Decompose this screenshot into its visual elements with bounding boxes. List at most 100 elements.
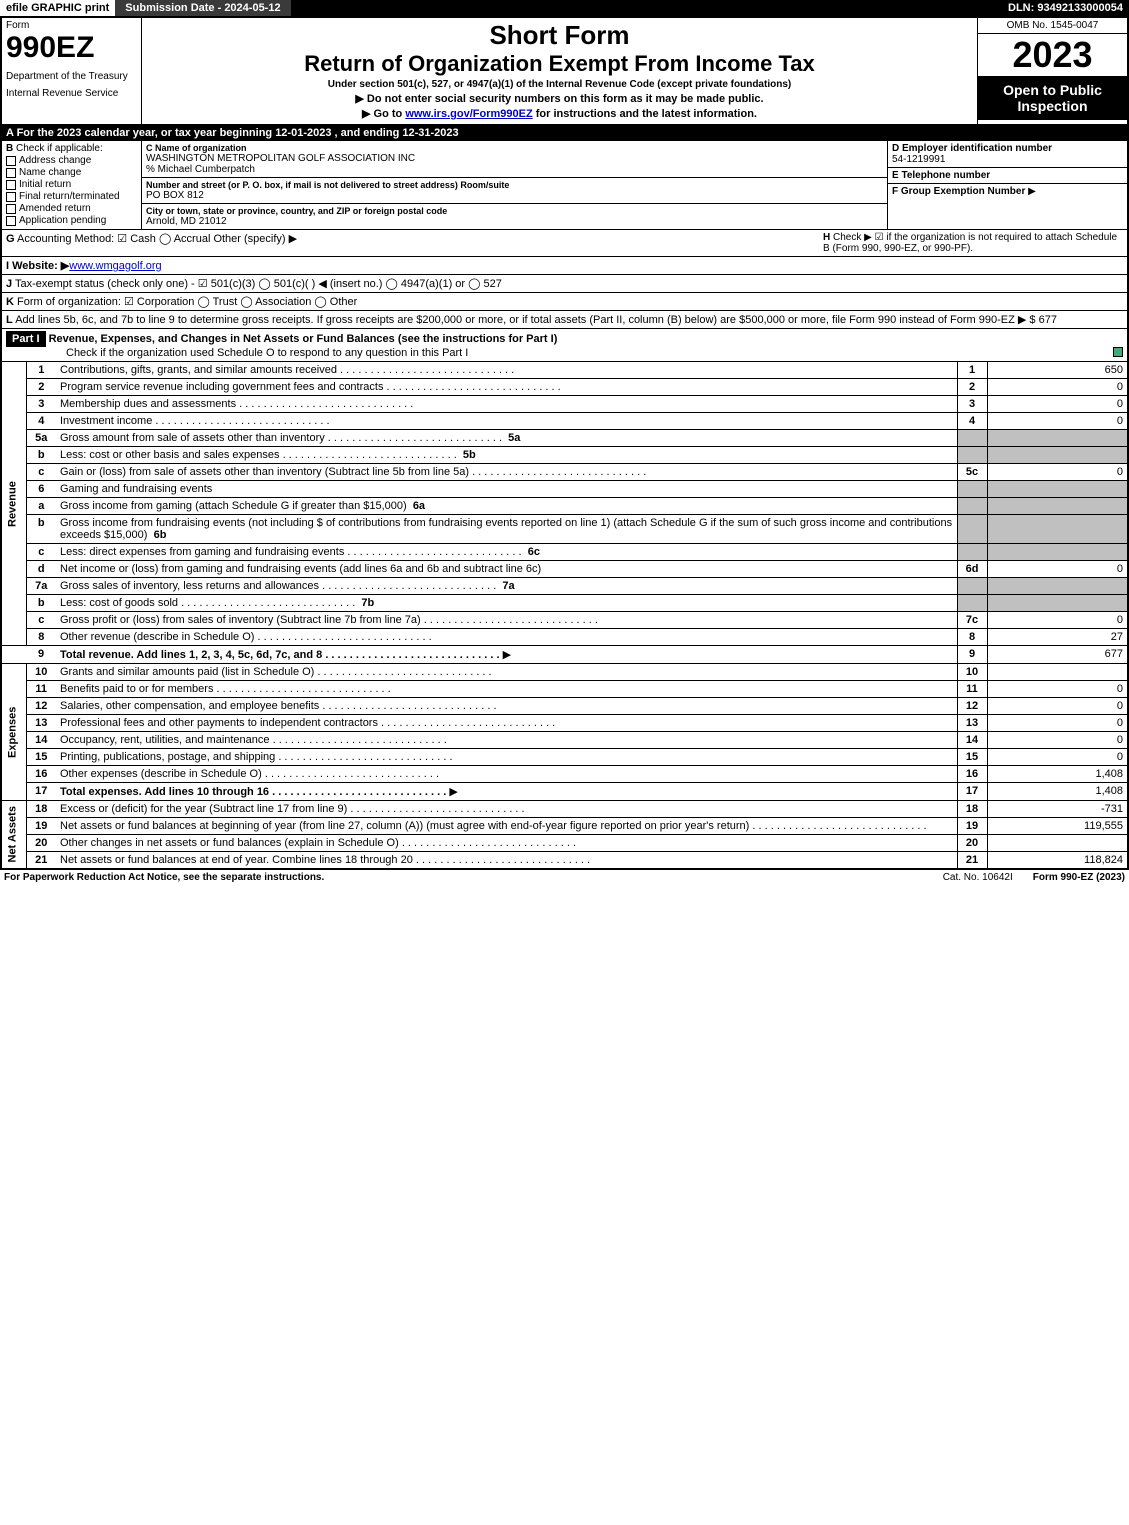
row-i: I Website: ▶www.wmgagolf.org xyxy=(2,256,1127,274)
header-left: Form 990EZ Department of the Treasury In… xyxy=(2,18,142,124)
ein-label: D Employer identification number xyxy=(892,143,1123,154)
table-row: 17Total expenses. Add lines 10 through 1… xyxy=(2,783,1127,801)
row-g: G Accounting Method: ☑ Cash ◯ Accrual Ot… xyxy=(2,229,1127,256)
table-row: Net Assets 18Excess or (deficit) for the… xyxy=(2,801,1127,818)
chk-initial-return[interactable]: Initial return xyxy=(6,179,137,190)
box-f: F Group Exemption Number ▶ xyxy=(888,184,1127,199)
checkbox-icon xyxy=(6,204,16,214)
form-word: Form xyxy=(6,20,137,31)
arrow-icon: ▶ xyxy=(1028,186,1036,197)
table-row: bLess: cost or other basis and sales exp… xyxy=(2,447,1127,464)
table-row: 19Net assets or fund balances at beginni… xyxy=(2,818,1127,835)
table-row: 15Printing, publications, postage, and s… xyxy=(2,749,1127,766)
chk-application-pending[interactable]: Application pending xyxy=(6,215,137,226)
table-row: 13Professional fees and other payments t… xyxy=(2,715,1127,732)
phone-label: E Telephone number xyxy=(892,170,1123,181)
side-label-expenses: Expenses xyxy=(2,664,26,801)
return-title: Return of Organization Exempt From Incom… xyxy=(148,51,971,77)
table-row: 8Other revenue (describe in Schedule O)8… xyxy=(2,629,1127,646)
box-b-head: B Check if applicable: xyxy=(6,143,137,154)
table-row: 21Net assets or fund balances at end of … xyxy=(2,852,1127,869)
table-row: cGain or (loss) from sale of assets othe… xyxy=(2,464,1127,481)
checkbox-icon xyxy=(6,168,16,178)
efile-label: efile GRAPHIC print xyxy=(0,0,115,16)
tax-year: 2023 xyxy=(978,34,1127,76)
row-g-text: Accounting Method: ☑ Cash ◯ Accrual Othe… xyxy=(17,233,297,245)
irs-link[interactable]: www.irs.gov/Form990EZ xyxy=(405,108,532,120)
inst-post: for instructions and the latest informat… xyxy=(533,108,757,120)
table-row: 9Total revenue. Add lines 1, 2, 3, 4, 5c… xyxy=(2,646,1127,664)
form-footer-label: Form 990-EZ (2023) xyxy=(1033,872,1125,883)
under-section: Under section 501(c), 527, or 4947(a)(1)… xyxy=(148,79,971,90)
box-c: C Name of organization WASHINGTON METROP… xyxy=(142,141,887,229)
row-h-text: Check ▶ ☑ if the organization is not req… xyxy=(823,232,1117,254)
table-row: Expenses 10Grants and similar amounts pa… xyxy=(2,664,1127,681)
header-center: Short Form Return of Organization Exempt… xyxy=(142,18,977,124)
row-l-text: Add lines 5b, 6c, and 7b to line 9 to de… xyxy=(15,314,1015,326)
address-value: PO BOX 812 xyxy=(146,190,883,201)
care-of: % Michael Cumberpatch xyxy=(146,164,883,175)
header-right: OMB No. 1545-0047 2023 Open to Public In… xyxy=(977,18,1127,124)
row-g-lead: G xyxy=(6,233,15,245)
address-block: Number and street (or P. O. box, if mail… xyxy=(142,178,887,204)
box-de: D Employer identification number 54-1219… xyxy=(887,141,1127,229)
table-row: 12Salaries, other compensation, and empl… xyxy=(2,698,1127,715)
table-row: bLess: cost of goods sold 7b xyxy=(2,595,1127,612)
box-b: B Check if applicable: Address change Na… xyxy=(2,141,142,229)
table-row: Revenue 1 Contributions, gifts, grants, … xyxy=(2,362,1127,379)
cat-number: Cat. No. 10642I xyxy=(943,872,1013,883)
row-j: J Tax-exempt status (check only one) - ☑… xyxy=(2,274,1127,292)
chk-name-change[interactable]: Name change xyxy=(6,167,137,178)
top-bar: efile GRAPHIC print Submission Date - 20… xyxy=(0,0,1129,16)
row-i-lead: I Website: ▶ xyxy=(6,260,69,272)
paperwork-notice: For Paperwork Reduction Act Notice, see … xyxy=(4,872,324,883)
form-header: Form 990EZ Department of the Treasury In… xyxy=(2,18,1127,125)
arrow-icon: ▶ xyxy=(449,786,457,798)
part-i-sub: Check if the organization used Schedule … xyxy=(66,347,468,359)
chk-amended-return[interactable]: Amended return xyxy=(6,203,137,214)
checkbox-icon xyxy=(6,192,16,202)
instruction-ssn: ▶ Do not enter social security numbers o… xyxy=(148,92,971,105)
city-value: Arnold, MD 21012 xyxy=(146,216,883,227)
lines-table: Revenue 1 Contributions, gifts, grants, … xyxy=(2,361,1127,868)
schedule-o-checkbox[interactable] xyxy=(1113,347,1123,357)
org-name: WASHINGTON METROPOLITAN GOLF ASSOCIATION… xyxy=(146,153,883,164)
table-row: 7aGross sales of inventory, less returns… xyxy=(2,578,1127,595)
website-link[interactable]: www.wmgagolf.org xyxy=(69,260,161,272)
chk-address-change[interactable]: Address change xyxy=(6,155,137,166)
dept-irs: Internal Revenue Service xyxy=(6,88,137,99)
table-row: cLess: direct expenses from gaming and f… xyxy=(2,544,1127,561)
row-l: L Add lines 5b, 6c, and 7b to line 9 to … xyxy=(2,310,1127,328)
side-label-revenue: Revenue xyxy=(2,362,26,646)
box-d: D Employer identification number 54-1219… xyxy=(888,141,1127,168)
table-row: 4Investment income40 xyxy=(2,413,1127,430)
checkbox-icon xyxy=(6,216,16,226)
table-row: 2Program service revenue including gover… xyxy=(2,379,1127,396)
open-inspection: Open to Public Inspection xyxy=(978,76,1127,120)
table-row: 5aGross amount from sale of assets other… xyxy=(2,430,1127,447)
inst-pre: ▶ Go to xyxy=(362,108,405,120)
org-name-label: C Name of organization xyxy=(146,143,883,153)
part-i-header: Part I Revenue, Expenses, and Changes in… xyxy=(2,328,1127,361)
table-row: cGross profit or (loss) from sales of in… xyxy=(2,612,1127,629)
group-exempt-label: F Group Exemption Number xyxy=(892,186,1025,197)
table-row: 20Other changes in net assets or fund ba… xyxy=(2,835,1127,852)
instruction-link: ▶ Go to www.irs.gov/Form990EZ for instru… xyxy=(148,107,971,120)
form-number: 990EZ xyxy=(6,31,137,65)
arrow-icon: ▶ xyxy=(503,649,511,661)
table-row: 3Membership dues and assessments30 xyxy=(2,396,1127,413)
address-label: Number and street (or P. O. box, if mail… xyxy=(146,180,883,190)
table-row: 14Occupancy, rent, utilities, and mainte… xyxy=(2,732,1127,749)
dept-treasury: Department of the Treasury xyxy=(6,71,137,82)
row-a-calendar-year: A For the 2023 calendar year, or tax yea… xyxy=(2,125,1127,141)
meta-row-bcdef: B Check if applicable: Address change Na… xyxy=(2,141,1127,229)
row-l-lead: L xyxy=(6,314,13,326)
chk-final-return[interactable]: Final return/terminated xyxy=(6,191,137,202)
side-label-net-assets: Net Assets xyxy=(2,801,26,869)
row-l-amount: ▶ $ 677 xyxy=(1018,314,1057,326)
page-footer: For Paperwork Reduction Act Notice, see … xyxy=(0,870,1129,885)
table-row: aGross income from gaming (attach Schedu… xyxy=(2,498,1127,515)
org-name-block: C Name of organization WASHINGTON METROP… xyxy=(142,141,887,178)
form-990ez: Form 990EZ Department of the Treasury In… xyxy=(0,16,1129,870)
row-j-text: Tax-exempt status (check only one) - ☑ 5… xyxy=(15,278,502,290)
